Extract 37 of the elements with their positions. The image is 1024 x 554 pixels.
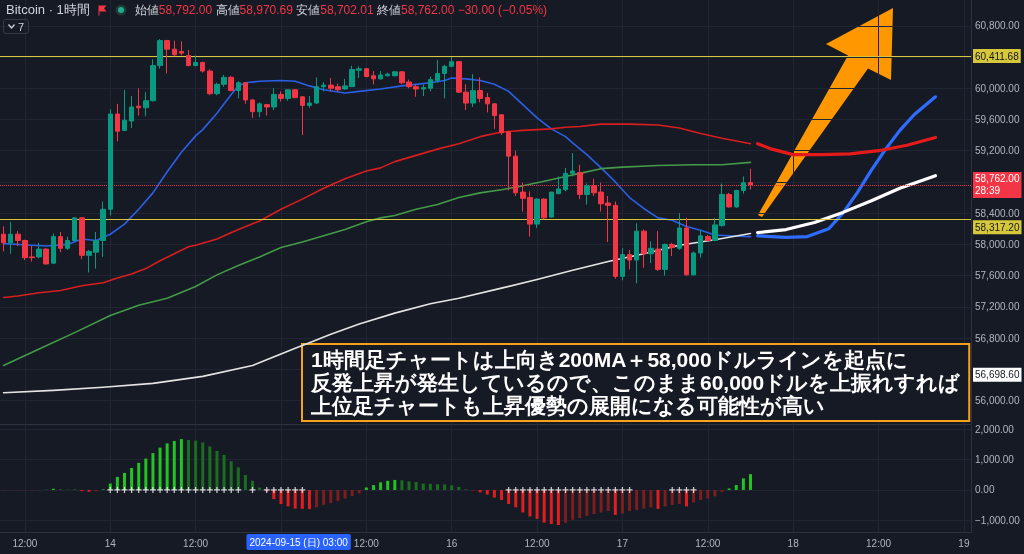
x-tick-label: 17 [616,537,629,549]
y-tick-label: 60,800.00 [975,20,1020,32]
x-tick-label: 19 [958,537,970,549]
x-tick-label: 14 [104,537,117,549]
x-tick-label: 12:00 [866,537,892,549]
y-tick-label: 59,600.00 [975,113,1020,125]
toggle-button: 7 [3,19,30,34]
y-tick-label: 58,000.00 [975,238,1020,250]
text: 2024-09-15 (日) 03:00 [249,536,349,548]
ref-line-label: 58,762.00 28:39 [975,173,1020,197]
ref-line-label: 60,411.68 [975,50,1020,62]
y-tick-label: 57,200.00 [975,301,1020,313]
x-tick-label: 12:00 [183,537,209,549]
x-tick-label: 12:00 [524,537,551,549]
annotation: 上位足チャートも上昇優勢の展開になる可能性が高い [310,394,825,418]
y-tick-label: 2,000.00 [975,423,1015,435]
annotation: 1時間足チャートは上向き200MA＋58,000ドルラインを起点に [311,348,908,372]
y-tick-label: 60,000.00 [975,82,1020,94]
chart-title: Bitcoin · 1時間 [6,1,90,19]
x-tick-label: 12:00 [695,537,721,549]
x-tick-label: 12:00 [12,537,38,549]
x-tick-label: 18 [787,537,800,549]
ref-line-label: 58,317.20 [975,221,1020,233]
y-tick-label: 0.00 [975,484,995,496]
y-tick-label: 59,200.00 [975,145,1020,157]
y-tick-label: 57,600.00 [975,270,1020,282]
x-tick-label: 16 [446,537,458,549]
annotation: 反発上昇が発生しているので、このまま60,000ドルを上振れすれば [310,371,961,395]
y-tick-label: 1,000.00 [975,454,1015,466]
text: 56,698.60 [975,369,1020,381]
y-tick-label: 58,400.00 [975,207,1020,219]
y-tick-label: 56,800.00 [975,332,1020,344]
annotation: 7 [18,20,25,33]
chart-subtitle: 始値58,792.00 高値58,970.69 安値58,702.01 終値58,762.00 −30.00 (−0.05%) [134,2,548,17]
y-tick-label: 56,000.00 [975,395,1020,407]
x-tick-label: 12:00 [353,537,380,549]
y-tick-label: −1,000.00 [975,514,1021,526]
